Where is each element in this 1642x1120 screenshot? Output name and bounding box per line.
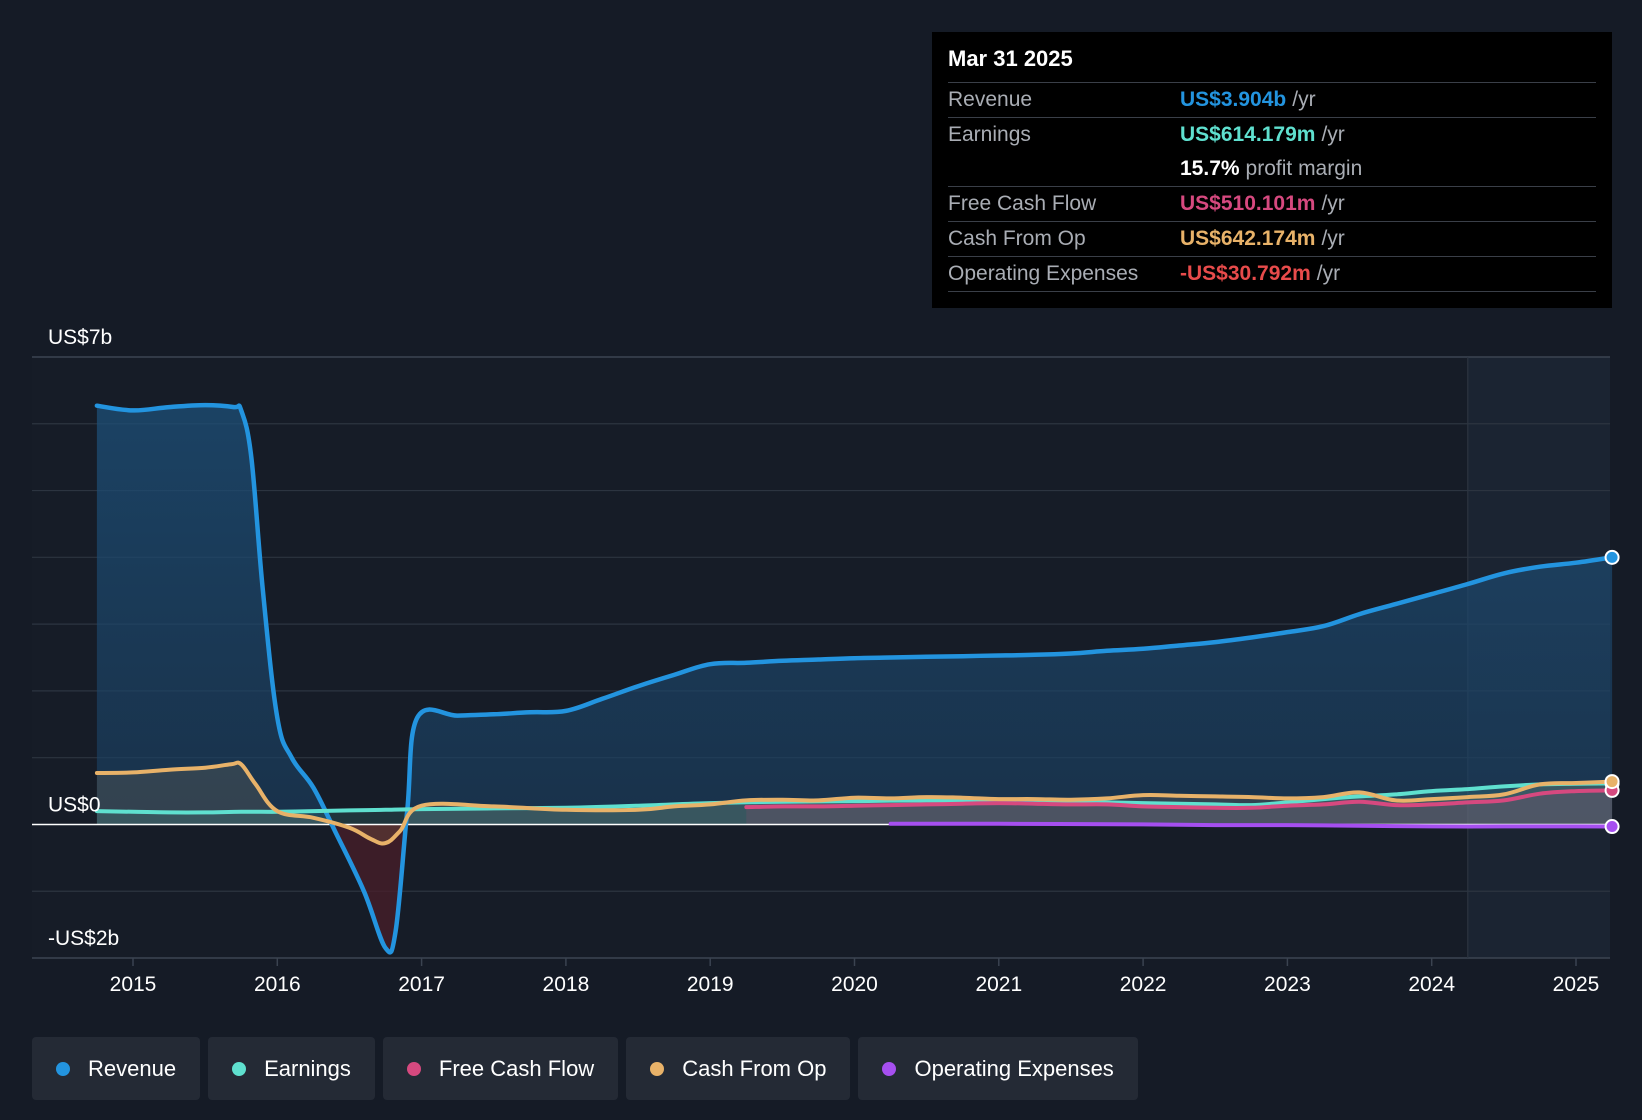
- legend-item-cash-from-op[interactable]: Cash From Op: [626, 1037, 851, 1100]
- legend: Revenue Earnings Free Cash Flow Cash Fro…: [32, 1037, 1138, 1100]
- x-tick-label: 2024: [1408, 973, 1455, 996]
- revenue-line: [94, 402, 1615, 955]
- tooltip-label: Operating Expenses: [948, 262, 1139, 285]
- tooltip-label: Cash From Op: [948, 227, 1086, 250]
- y-tick-label: US$7b: [48, 326, 112, 349]
- y-axis-labels: US$7b US$0 -US$2b: [48, 326, 119, 950]
- x-tick-label: 2016: [254, 973, 301, 996]
- x-tick-label: 2017: [398, 973, 445, 996]
- earnings-line: [94, 781, 1615, 815]
- legend-label: Cash From Op: [682, 1055, 827, 1081]
- x-axis-labels: 2015 2016 2017 2018 2019 2020 2021 2022 2023 2024…: [110, 958, 1600, 996]
- y-tick-label: -US$2b: [48, 927, 119, 950]
- revenue-area: [96, 405, 1613, 825]
- tooltip-value: 15.7%: [1180, 157, 1240, 180]
- x-tick-label: 2021: [975, 973, 1022, 996]
- tooltip-row-fcf: Free Cash Flow US$510.101m /yr: [948, 186, 1596, 221]
- tooltip-unit: /yr: [1321, 123, 1345, 146]
- legend-dot-icon: [56, 1061, 70, 1076]
- tooltip-row-opex: Operating Expenses -US$30.792m /yr: [948, 256, 1596, 292]
- tooltip-value: US$642.174m: [1180, 227, 1316, 250]
- cfo-endpoint: [1604, 774, 1620, 790]
- tooltip-unit: /yr: [1321, 227, 1345, 250]
- legend-label: Revenue: [88, 1055, 177, 1081]
- legend-dot-icon: [232, 1061, 247, 1076]
- series-lines: [94, 402, 1615, 955]
- legend-dot-icon: [650, 1061, 665, 1076]
- fcf-line: [744, 788, 1615, 810]
- tooltip-value: US$3.904b: [1180, 88, 1287, 111]
- x-tick-label: 2022: [1120, 973, 1167, 996]
- opex-line: [888, 821, 1615, 829]
- revenue-endpoint: [1604, 549, 1620, 565]
- tooltip-value: US$510.101m: [1180, 192, 1316, 215]
- legend-label: Operating Expenses: [914, 1055, 1114, 1081]
- legend-dot-icon: [406, 1061, 421, 1076]
- legend-item-earnings[interactable]: Earnings: [208, 1037, 375, 1100]
- legend-item-operating-expenses[interactable]: Operating Expenses: [858, 1037, 1138, 1100]
- cfo-line: [94, 760, 1615, 846]
- tooltip-unit: /yr: [1292, 88, 1316, 111]
- tooltip-row-earnings: Earnings US$614.179m /yr: [948, 117, 1596, 152]
- y-tick-label: US$0: [48, 793, 101, 816]
- tooltip-row-margin: 15.7% profit margin: [948, 152, 1596, 186]
- x-tick-label: 2025: [1553, 973, 1600, 996]
- tooltip-panel: Mar 31 2025 Revenue US$3.904b /yr Earnin…: [932, 32, 1612, 308]
- legend-item-free-cash-flow[interactable]: Free Cash Flow: [382, 1037, 619, 1100]
- legend-item-revenue[interactable]: Revenue: [32, 1037, 201, 1100]
- x-tick-label: 2015: [110, 973, 157, 996]
- tooltip-date: Mar 31 2025: [948, 46, 1073, 71]
- series-endpoints: [1604, 549, 1620, 835]
- x-tick-label: 2023: [1264, 973, 1311, 996]
- tooltip-row-cfo: Cash From Op US$642.174m /yr: [948, 221, 1596, 256]
- revenue-negative-area: [331, 824, 406, 953]
- legend-dot-icon: [882, 1061, 897, 1076]
- tooltip-unit: profit margin: [1245, 157, 1363, 180]
- tooltip-unit: /yr: [1316, 262, 1341, 285]
- x-tick-label: 2020: [831, 973, 878, 996]
- tooltip-label: Earnings: [948, 123, 1031, 146]
- legend-label: Earnings: [264, 1055, 351, 1081]
- opex-endpoint: [1604, 819, 1620, 835]
- tooltip-value: US$614.179m: [1180, 123, 1316, 146]
- tooltip-value: -US$30.792m: [1180, 262, 1311, 285]
- x-tick-label: 2018: [543, 973, 590, 996]
- x-tick-label: 2019: [687, 973, 734, 996]
- tooltip-row-revenue: Revenue US$3.904b /yr: [948, 82, 1596, 117]
- tooltip-unit: /yr: [1321, 192, 1345, 215]
- legend-label: Free Cash Flow: [438, 1055, 595, 1081]
- tooltip-label: Revenue: [948, 88, 1033, 111]
- tooltip-label: Free Cash Flow: [948, 192, 1097, 215]
